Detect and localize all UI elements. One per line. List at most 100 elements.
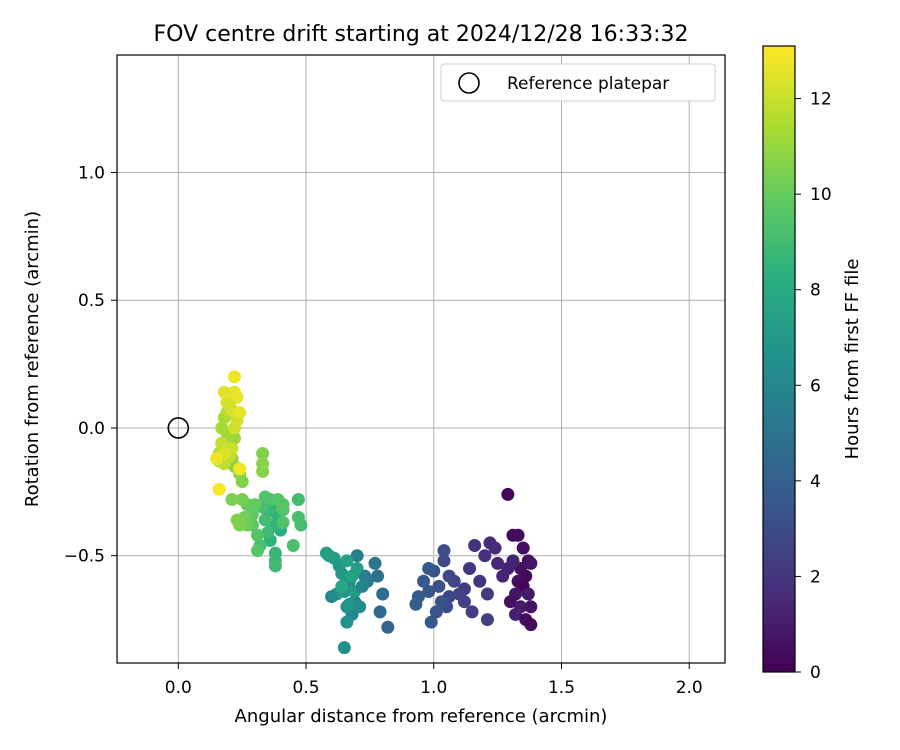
data-point [276,515,290,529]
colorbar-tick-label: 2 [810,567,821,587]
data-point [335,579,349,593]
colorbar-tick-label: 6 [810,376,821,396]
data-point [233,406,247,420]
colorbar-label: Hours from first FF file [842,259,863,460]
x-axis-label: Angular distance from reference (arcmin) [235,706,608,727]
data-point [506,554,520,568]
data-point [491,556,505,570]
legend-open-circle-icon [458,72,480,94]
colorbar-tick-label: 8 [810,281,821,301]
data-point [376,587,390,601]
data-point [524,618,538,632]
data-point [480,613,494,627]
legend-box [440,63,716,102]
data-point [496,569,510,583]
data-point [215,421,229,435]
plot-frame [116,54,726,664]
data-point [417,574,431,588]
data-point [235,493,249,507]
data-point [463,561,477,575]
data-point [251,528,265,542]
data-point [432,579,446,593]
data-point [225,493,239,507]
y-tick-label: 1.0 [78,164,105,184]
colorbar-ticks: 0 2 4 6 8 10 12 [795,90,832,683]
reference-platepar-point [167,417,190,439]
data-point [409,597,423,611]
data-point [291,493,305,507]
colorbar-tick-label: 4 [810,472,821,492]
data-point [516,541,530,555]
reference-marker [167,417,190,439]
data-point [350,561,364,575]
data-point [286,538,300,552]
data-point [468,538,482,552]
data-point [261,526,275,540]
data-point [437,554,451,568]
data-point [465,605,479,619]
data-point [424,615,438,629]
x-tick-label: 0.5 [293,678,320,698]
data-point [340,615,354,629]
data-point [228,370,242,384]
y-ticks: −0.5 0.0 0.5 1.0 [64,164,117,567]
data-point [337,641,351,655]
colorbar: 0 2 4 6 8 10 12 Hours from first FF file [762,45,863,683]
data-point [353,600,367,614]
data-point [521,587,535,601]
data-point [503,595,517,609]
data-point [256,447,270,461]
data-point [340,554,354,568]
colorbar-tick-label: 10 [810,185,832,205]
data-point [483,536,497,550]
data-point [233,462,247,476]
data-points [210,370,538,655]
plot-area: 0.0 0.5 1.0 1.5 2.0 −0.5 0.0 0.5 1.0 [64,54,726,698]
data-point [210,452,224,466]
data-point [251,544,265,558]
data-point [422,584,436,598]
data-point [258,490,272,504]
data-point [434,595,448,609]
data-point [381,620,395,634]
data-point [524,556,538,570]
data-point [355,579,369,593]
legend-entry-label: Reference platepar [507,74,669,94]
data-point [429,605,443,619]
data-point [373,605,387,619]
data-point [215,436,229,450]
data-point [501,487,515,501]
data-point [480,587,494,601]
x-ticks: 0.0 0.5 1.0 1.5 2.0 [165,663,703,698]
x-tick-label: 1.5 [548,678,575,698]
data-point [268,559,282,573]
data-point [258,513,272,527]
data-point [342,597,356,611]
data-point [230,513,244,527]
plot-background [117,55,725,663]
colorbar-tick-label: 0 [810,663,821,683]
y-tick-label: 0.5 [78,291,105,311]
data-point [217,385,231,399]
data-point [322,549,336,563]
data-point [335,567,349,581]
data-point [350,549,364,563]
data-point [524,600,538,614]
data-point [222,398,236,412]
data-point [325,590,339,604]
data-point [256,457,270,471]
data-point [457,595,471,609]
colorbar-tick-label: 12 [810,90,832,110]
chart-title: FOV centre drift starting at 2024/12/28 … [154,22,689,47]
data-point [271,493,285,507]
data-point [368,556,382,570]
data-point [511,528,525,542]
data-point [437,544,451,558]
y-axis-label: Rotation from reference (arcmin) [22,211,43,507]
data-point [371,569,385,583]
data-point [291,510,305,524]
data-point [509,607,523,621]
data-point [473,574,487,588]
legend: Reference platepar [440,63,716,102]
data-point [422,561,436,575]
